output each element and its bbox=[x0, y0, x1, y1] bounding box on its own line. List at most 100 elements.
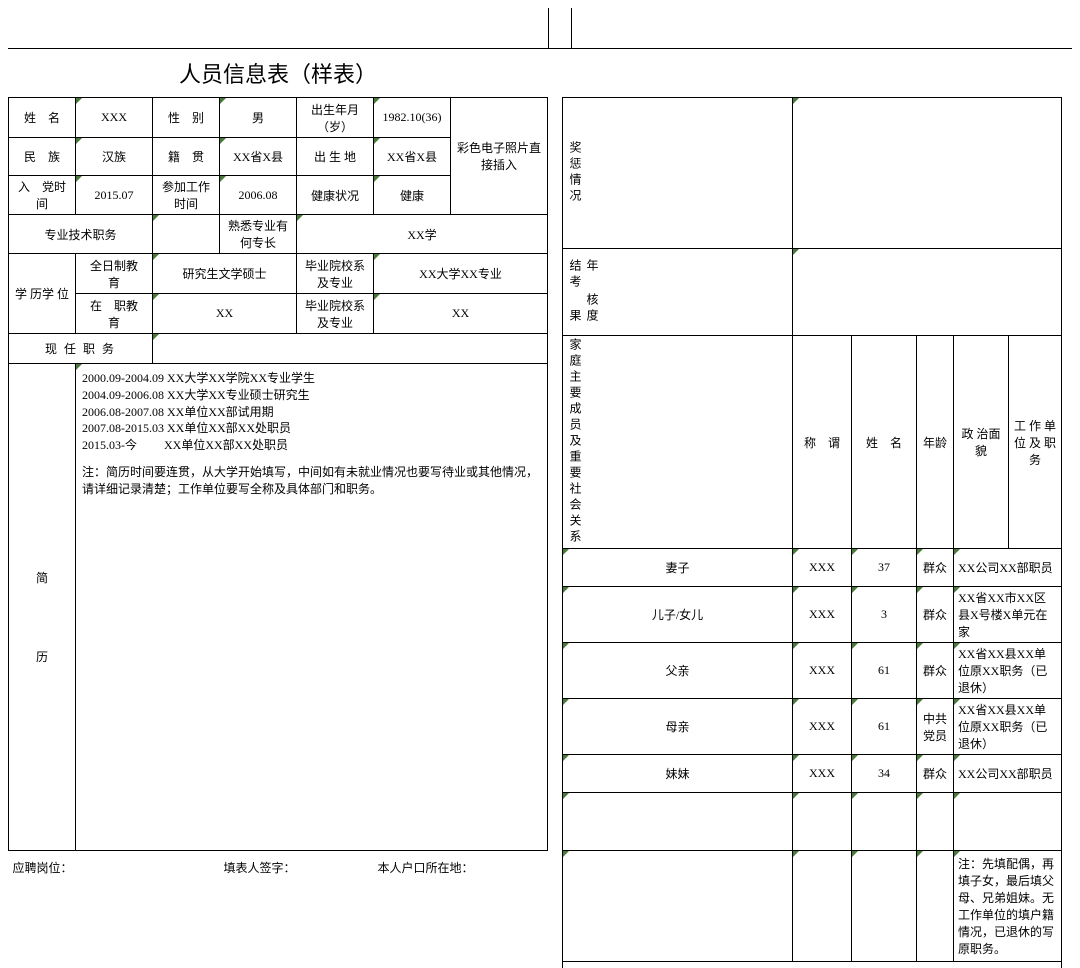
label-birth: 出生年月（岁） bbox=[297, 98, 374, 138]
label-cur: 现 任 职 务 bbox=[9, 334, 153, 364]
family-unit: XX省XX市XX区县X号楼X单元在家 bbox=[954, 587, 1062, 643]
col-fname: 姓 名 bbox=[852, 336, 917, 549]
family-unit: XX公司XX部职员 bbox=[954, 755, 1062, 793]
family-rel: 儿子/女儿 bbox=[563, 587, 793, 643]
val-health: 健康 bbox=[374, 176, 451, 215]
family-empty2-rel bbox=[563, 851, 793, 962]
family-name: XXX bbox=[793, 643, 852, 699]
form-title: 人员信息表（样表） bbox=[9, 49, 548, 98]
family-pol: 群众 bbox=[917, 755, 954, 793]
family-note: 注：先填配偶，再填子女，最后填父母、兄弟姐妹。无工作单位的填户籍情况，已退休的写… bbox=[954, 851, 1062, 962]
label-family: 家庭主要成员及重要社会关系 bbox=[563, 336, 793, 549]
label-birthplace: 出 生 地 bbox=[297, 138, 374, 176]
family-row: 父亲XXX61群众XX省XX县XX单位原XX职务（已退休） bbox=[563, 643, 1062, 699]
family-age: 34 bbox=[852, 755, 917, 793]
label-edu: 学 历学 位 bbox=[9, 254, 76, 334]
val-award bbox=[793, 98, 1062, 249]
family-empty-unit bbox=[954, 793, 1062, 851]
family-rel: 妻子 bbox=[563, 549, 793, 587]
family-rel: 父亲 bbox=[563, 643, 793, 699]
promise: 本人在此承诺： 1、《人员信息表》中填写的内容均为本人真实情况。 2、本人无任何… bbox=[563, 962, 1062, 968]
resume-line: 2004.09-2006.08 XX大学XX专业硕士研究生 bbox=[82, 387, 541, 404]
label-grad-1: 毕业院校系及专业 bbox=[297, 254, 374, 294]
family-name: XXX bbox=[793, 549, 852, 587]
resume-note: 注：简历时间要连贯，从大学开始填写，中间如有未就业情况也要写待业或其他情况，请详… bbox=[82, 464, 541, 498]
label-skill: 熟悉专业有何专长 bbox=[220, 215, 297, 254]
family-row: 妻子XXX37群众XX公司XX部职员 bbox=[563, 549, 1062, 587]
col-rel: 称 谓 bbox=[793, 336, 852, 549]
val-gender: 男 bbox=[220, 98, 297, 138]
family-rel: 妹妹 bbox=[563, 755, 793, 793]
label-health: 健康状况 bbox=[297, 176, 374, 215]
val-ethnic: 汉族 bbox=[76, 138, 153, 176]
label-award: 奖惩情况 bbox=[563, 98, 793, 249]
resume-line: 2015.03-今 XX单位XX部XX处职员 bbox=[82, 437, 541, 454]
resume-lines: 2000.09-2004.09 XX大学XX学院XX专业学生2004.09-20… bbox=[82, 370, 541, 454]
val-tech bbox=[153, 215, 220, 254]
label-onjob: 在 职教 育 bbox=[76, 294, 153, 334]
family-empty-age bbox=[852, 793, 917, 851]
label-ethnic: 民 族 bbox=[9, 138, 76, 176]
family-row: 儿子/女儿XXX3群众XX省XX市XX区县X号楼X单元在家 bbox=[563, 587, 1062, 643]
label-fulltime: 全日制教 育 bbox=[76, 254, 153, 294]
family-rel: 母亲 bbox=[563, 699, 793, 755]
col-pol: 政 治面 貌 bbox=[954, 336, 1009, 549]
resume-line: 2007.08-2015.03 XX单位XX部XX处职员 bbox=[82, 420, 541, 437]
family-pol: 群众 bbox=[917, 587, 954, 643]
resume-content: 2000.09-2004.09 XX大学XX学院XX专业学生2004.09-20… bbox=[76, 364, 548, 851]
family-unit: XX公司XX部职员 bbox=[954, 549, 1062, 587]
family-empty-name bbox=[793, 793, 852, 851]
family-row: 母亲XXX61中共党员XX省XX县XX单位原XX职务（已退休） bbox=[563, 699, 1062, 755]
left-form-table: 人员信息表（样表） 姓 名 XXX 性 别 男 出生年月（岁） 1982.10(… bbox=[8, 49, 548, 884]
label-party: 入 党时 间 bbox=[9, 176, 76, 215]
resume-line: 2000.09-2004.09 XX大学XX学院XX专业学生 bbox=[82, 370, 541, 387]
family-empty2-age bbox=[852, 851, 917, 962]
col-unit: 工 作 单 位 及 职 务 bbox=[1009, 336, 1062, 549]
label-tech: 专业技术职务 bbox=[9, 215, 153, 254]
family-unit: XX省XX县XX单位原XX职务（已退休） bbox=[954, 643, 1062, 699]
label-gender: 性 别 bbox=[153, 98, 220, 138]
right-form-table: 奖惩情况 年 核度 结考 果 家庭主要成员及重要社会关系 称 谓 姓 名 年龄 … bbox=[562, 49, 1062, 968]
val-review bbox=[793, 249, 1062, 336]
val-native: XX省X县 bbox=[220, 138, 297, 176]
family-empty2-pol bbox=[917, 851, 954, 962]
family-name: XXX bbox=[793, 587, 852, 643]
footer-sign: 填表人签字： bbox=[220, 851, 374, 885]
family-pol: 群众 bbox=[917, 549, 954, 587]
val-birth: 1982.10(36) bbox=[374, 98, 451, 138]
label-work: 参加工作时间 bbox=[153, 176, 220, 215]
family-age: 61 bbox=[852, 643, 917, 699]
label-grad-2: 毕业院校系及专业 bbox=[297, 294, 374, 334]
val-work: 2006.08 bbox=[220, 176, 297, 215]
family-empty2-name bbox=[793, 851, 852, 962]
val-birthplace: XX省X县 bbox=[374, 138, 451, 176]
photo-slot: 彩色电子照片直接插入 bbox=[451, 98, 548, 215]
val-oj-degree: XX bbox=[153, 294, 297, 334]
label-resume-2: 历 bbox=[9, 588, 76, 851]
family-age: 3 bbox=[852, 587, 917, 643]
label-resume-1: 简 bbox=[9, 364, 76, 589]
label-review: 年 核度 结考 果 bbox=[563, 249, 793, 336]
label-native: 籍 贯 bbox=[153, 138, 220, 176]
family-row: 妹妹XXX34群众XX公司XX部职员 bbox=[563, 755, 1062, 793]
family-name: XXX bbox=[793, 755, 852, 793]
family-age: 37 bbox=[852, 549, 917, 587]
family-pol: 群众 bbox=[917, 643, 954, 699]
family-name: XXX bbox=[793, 699, 852, 755]
family-age: 61 bbox=[852, 699, 917, 755]
family-empty-pol bbox=[917, 793, 954, 851]
footer-hukou: 本人户口所在地： bbox=[374, 851, 548, 885]
resume-line: 2006.08-2007.08 XX单位XX部试用期 bbox=[82, 404, 541, 421]
val-ft-degree: 研究生文学硕士 bbox=[153, 254, 297, 294]
val-party: 2015.07 bbox=[76, 176, 153, 215]
family-pol: 中共党员 bbox=[917, 699, 954, 755]
val-name: XXX bbox=[76, 98, 153, 138]
val-oj-school: XX bbox=[374, 294, 548, 334]
val-ft-school: XX大学XX专业 bbox=[374, 254, 548, 294]
family-unit: XX省XX县XX单位原XX职务（已退休） bbox=[954, 699, 1062, 755]
val-cur bbox=[153, 334, 548, 364]
val-skill: XX学 bbox=[297, 215, 548, 254]
col-age: 年龄 bbox=[917, 336, 954, 549]
label-name: 姓 名 bbox=[9, 98, 76, 138]
footer-pos: 应聘岗位： bbox=[9, 851, 220, 885]
